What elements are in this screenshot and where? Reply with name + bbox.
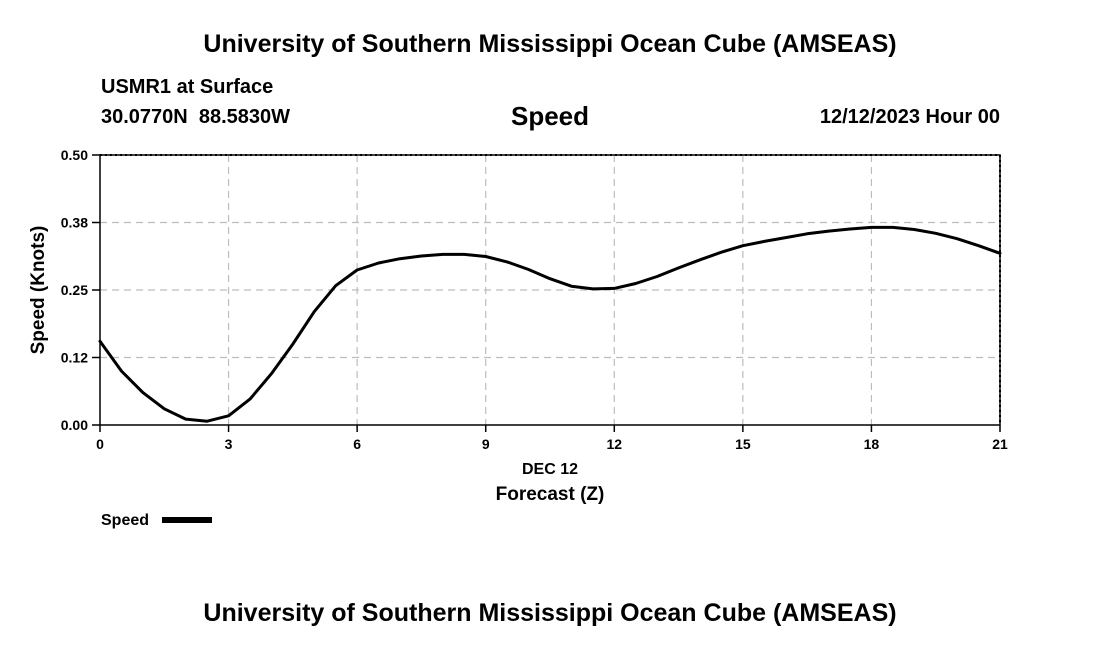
x-axis: 0 3 6 9 12 15 18 21 (96, 425, 1008, 452)
x-axis-label: Forecast (Z) (496, 484, 605, 505)
x-tick-label: 21 (992, 436, 1008, 452)
y-tick-label: 0.25 (61, 282, 88, 298)
x-tick-label: 12 (606, 436, 622, 452)
y-tick-label: 0.12 (61, 350, 88, 366)
footer-title: University of Southern Mississippi Ocean… (203, 599, 897, 627)
legend: Speed (101, 512, 212, 529)
x-tick-label: 0 (96, 436, 104, 452)
datetime-label: 12/12/2023 Hour 00 (819, 106, 1000, 128)
x-axis-date-label: DEC 12 (522, 461, 578, 478)
x-tick-label: 18 (864, 436, 880, 452)
y-tick-label: 0.38 (61, 215, 88, 231)
series-line-speed (98, 225, 1002, 423)
grid-lines (100, 155, 1000, 425)
x-tick-label: 9 (482, 436, 490, 452)
x-tick-label: 15 (735, 436, 751, 452)
x-tick-label: 3 (225, 436, 233, 452)
y-tick-label: 0.50 (61, 147, 88, 163)
x-tick-label: 6 (353, 436, 361, 452)
station-label: USMR1 at Surface (101, 76, 274, 98)
legend-label-speed: Speed (101, 512, 149, 529)
y-tick-label: 0.00 (61, 417, 88, 433)
y-axis: 0.00 0.12 0.25 0.38 0.50 (61, 147, 100, 433)
coordinates-label: 30.0770N 88.5830W (101, 106, 291, 128)
y-axis-label: Speed (Knots) (28, 226, 49, 355)
chart-title: University of Southern Mississippi Ocean… (203, 30, 897, 58)
variable-label: Speed (510, 101, 590, 131)
